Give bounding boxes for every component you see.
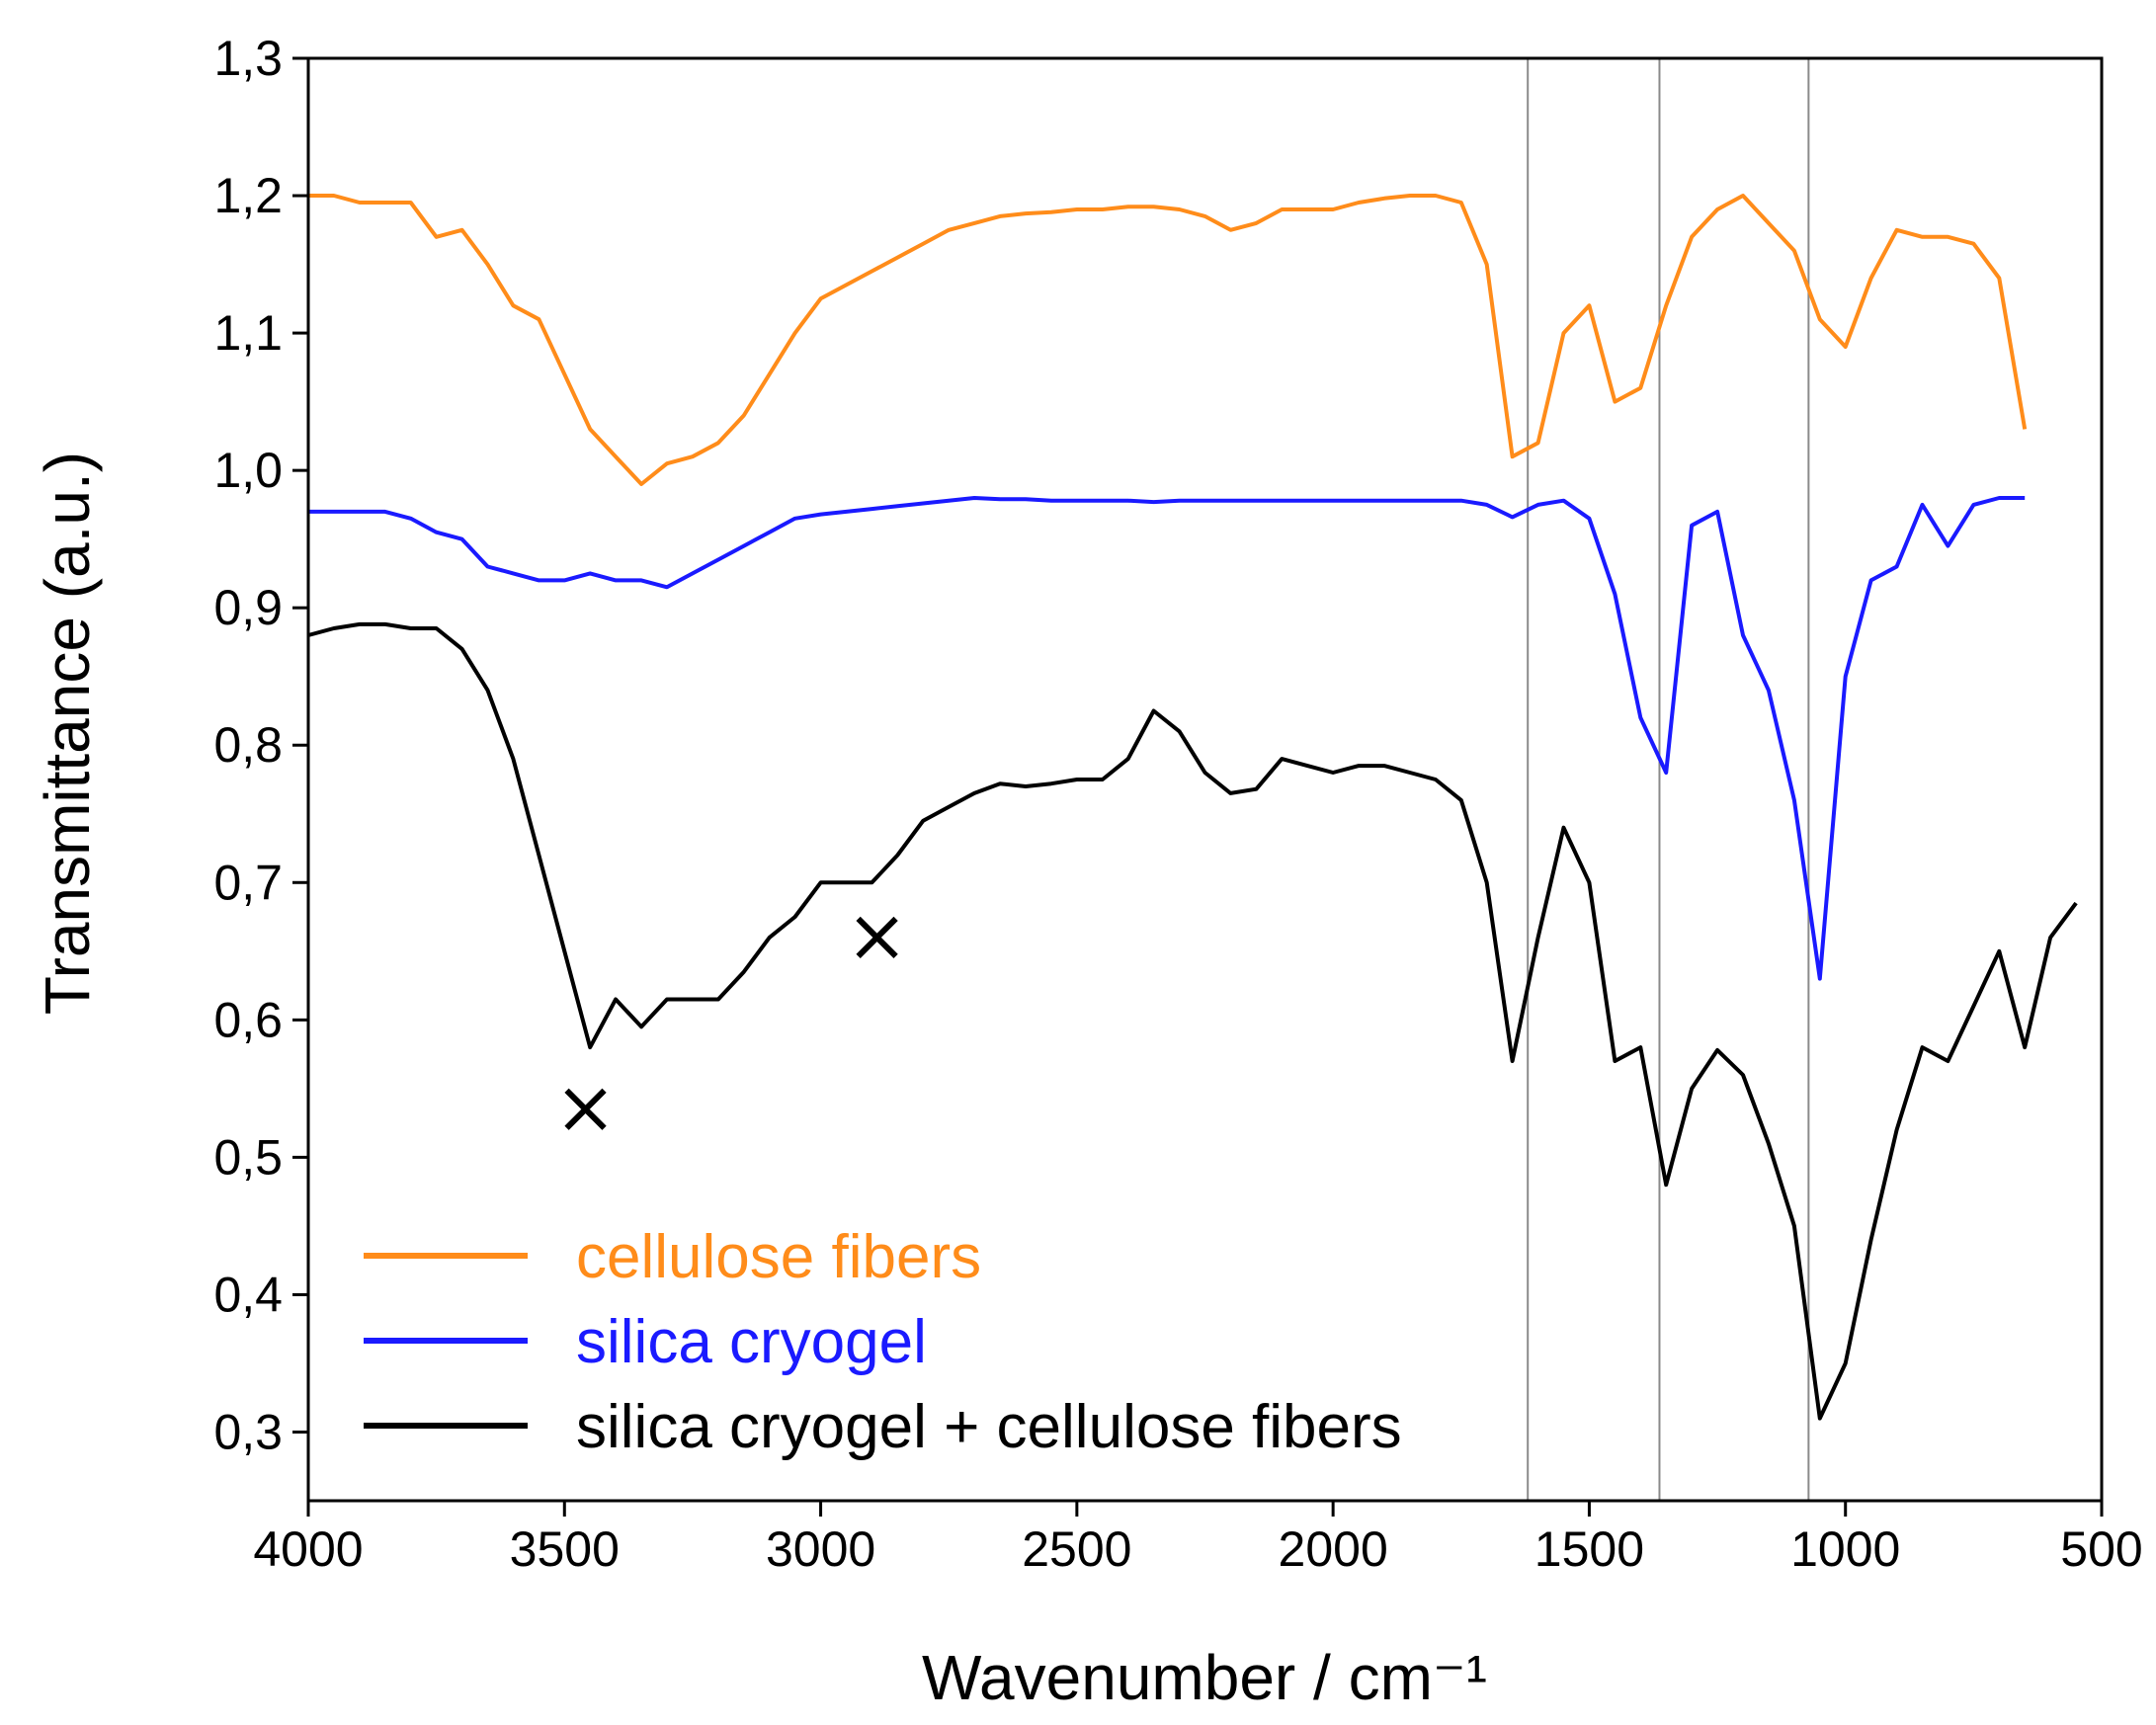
y-tick-label: 0,6 bbox=[213, 992, 283, 1047]
y-tick-label: 0,5 bbox=[213, 1129, 283, 1185]
y-tick-label: 1,3 bbox=[213, 31, 283, 86]
series-line bbox=[308, 194, 2028, 486]
x-tick-label: 3500 bbox=[510, 1521, 620, 1577]
plot-frame bbox=[306, 56, 2104, 1503]
x-tick-label: 4000 bbox=[253, 1521, 363, 1577]
series-line bbox=[307, 621, 2078, 1421]
y-tick-label: 1,0 bbox=[213, 443, 283, 498]
x-tick-label: 3000 bbox=[766, 1521, 875, 1577]
y-tick-label: 1,1 bbox=[213, 305, 283, 361]
y-tick-label: 0,7 bbox=[213, 855, 283, 910]
series-line bbox=[308, 496, 2026, 981]
y-tick-label: 0,4 bbox=[213, 1267, 283, 1322]
y-axis-title: Transmittance (a.u.) bbox=[32, 452, 103, 1015]
y-tick-label: 1,2 bbox=[213, 168, 283, 223]
x-tick-label: 2500 bbox=[1022, 1521, 1131, 1577]
x-tick-label: 2000 bbox=[1279, 1521, 1388, 1577]
legend-label: silica cryogel + cellulose fibers bbox=[576, 1393, 1402, 1461]
legend-label: cellulose fibers bbox=[576, 1223, 981, 1291]
y-tick-label: 0,8 bbox=[213, 717, 283, 773]
legend-label: silica cryogel bbox=[576, 1308, 927, 1376]
cross-marker bbox=[564, 1088, 607, 1130]
cross-marker bbox=[856, 916, 898, 959]
y-tick-label: 0,9 bbox=[213, 580, 283, 635]
x-tick-label: 1500 bbox=[1534, 1521, 1644, 1577]
x-axis-title: Wavenumber / cm⁻¹ bbox=[922, 1642, 1487, 1713]
y-tick-label: 0,3 bbox=[213, 1404, 283, 1459]
x-tick-label: 1000 bbox=[1790, 1521, 1900, 1577]
x-tick-label: 500 bbox=[2060, 1521, 2142, 1577]
